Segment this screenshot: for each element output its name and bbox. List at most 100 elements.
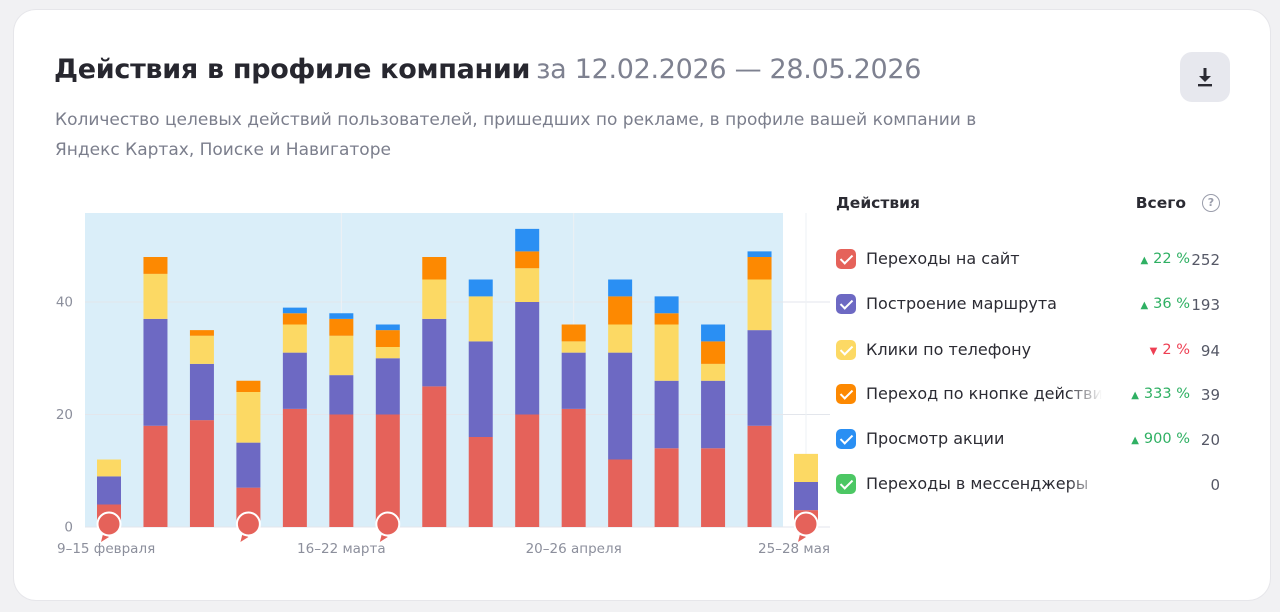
triangle-up-icon: ▲ — [1140, 300, 1149, 311]
bar-segment[interactable] — [422, 279, 447, 319]
bar-segment[interactable] — [189, 335, 214, 364]
bar-segment[interactable] — [189, 330, 214, 336]
bar-segment[interactable] — [794, 453, 818, 482]
page-title: Действия в профиле компании за 12.02.2026… — [54, 54, 921, 85]
legend-item[interactable]: Переход по кнопке действия ▲ 333 % 39 — [836, 381, 1220, 407]
series-checkbox[interactable] — [836, 474, 856, 494]
bar-segment[interactable] — [608, 279, 633, 297]
bar-segment[interactable] — [468, 279, 493, 297]
legend-item-total: 252 — [1191, 251, 1220, 269]
bar-segment[interactable] — [654, 380, 679, 449]
bar-segment[interactable] — [515, 228, 540, 252]
series-checkbox[interactable] — [836, 249, 856, 269]
bar-segment[interactable] — [747, 330, 772, 426]
bar-segment[interactable] — [375, 330, 400, 347]
bar-segment[interactable] — [608, 324, 633, 353]
change-up-badge: ▲ 36 % — [1140, 296, 1190, 312]
bar-segment[interactable] — [701, 448, 726, 527]
marker-circle — [235, 511, 261, 537]
change-value: 333 % — [1143, 386, 1190, 402]
bar-segment[interactable] — [654, 296, 679, 314]
x-tick-label: 9–15 февраля — [57, 541, 155, 557]
bar-segment[interactable] — [236, 380, 261, 392]
bar-segment[interactable] — [701, 341, 726, 364]
x-tick-label: 16–22 марта — [297, 541, 386, 557]
bar-segment[interactable] — [143, 257, 168, 274]
download-button[interactable] — [1180, 52, 1230, 102]
bar-segment[interactable] — [422, 257, 447, 280]
series-checkbox[interactable] — [836, 429, 856, 449]
bar-segment[interactable] — [282, 408, 307, 527]
bar-segment[interactable] — [282, 352, 307, 409]
bar-segment[interactable] — [561, 341, 586, 353]
bar-segment[interactable] — [747, 251, 772, 257]
bar-segment[interactable] — [794, 482, 818, 511]
bar-segment[interactable] — [747, 257, 772, 280]
bar-segment[interactable] — [654, 448, 679, 527]
bar-segment[interactable] — [561, 408, 586, 527]
bar-segment[interactable] — [608, 459, 633, 528]
bar-segment[interactable] — [97, 476, 121, 505]
event-marker[interactable] — [96, 511, 122, 543]
help-icon[interactable]: ? — [1202, 194, 1220, 212]
legend-item[interactable]: Просмотр акции ▲ 900 % 20 — [836, 426, 1220, 452]
bar-segment[interactable] — [143, 273, 168, 319]
bar-segment[interactable] — [282, 324, 307, 353]
bar-segment[interactable] — [422, 318, 447, 387]
legend-item[interactable]: Построение маршрута ▲ 36 % 193 — [836, 291, 1220, 317]
bar-segment[interactable] — [375, 414, 400, 528]
bar-segment[interactable] — [515, 302, 540, 415]
series-checkbox[interactable] — [836, 384, 856, 404]
bar-segment[interactable] — [515, 251, 540, 269]
legend-item-label: Построение маршрута — [866, 294, 1057, 313]
legend-item[interactable]: Переходы в мессенджеры 0 — [836, 471, 1220, 497]
legend-item[interactable]: Переходы на сайт ▲ 22 % 252 — [836, 246, 1220, 272]
series-checkbox[interactable] — [836, 294, 856, 314]
bar-segment[interactable] — [468, 341, 493, 437]
x-tick-label: 25–28 мая — [758, 541, 830, 557]
bar-segment[interactable] — [329, 414, 354, 528]
bar-segment[interactable] — [468, 296, 493, 342]
bar-segment[interactable] — [608, 352, 633, 460]
bar-segment[interactable] — [375, 347, 400, 359]
bar-segment[interactable] — [654, 324, 679, 381]
bar-segment[interactable] — [561, 352, 586, 409]
bar-segment[interactable] — [189, 420, 214, 527]
bar-segment[interactable] — [282, 307, 307, 314]
event-marker[interactable] — [793, 511, 819, 543]
legend-item-total: 39 — [1200, 386, 1220, 404]
bar-segment[interactable] — [189, 363, 214, 421]
bar-segment[interactable] — [701, 363, 726, 381]
bar-segment[interactable] — [654, 313, 679, 325]
bar-segment[interactable] — [422, 386, 447, 527]
change-up-badge: ▲ 900 % — [1131, 431, 1190, 447]
bar-segment[interactable] — [97, 459, 121, 477]
legend-item-label: Переходы на сайт — [866, 249, 1020, 268]
series-checkbox[interactable] — [836, 340, 856, 360]
event-marker[interactable] — [375, 511, 401, 543]
bar-segment[interactable] — [747, 425, 772, 527]
bar-segment[interactable] — [329, 335, 354, 376]
legend-item[interactable]: Клики по телефону ▼ 2 % 94 — [836, 337, 1220, 363]
event-marker[interactable] — [235, 511, 261, 543]
bar-segment[interactable] — [515, 414, 540, 528]
bar-segment[interactable] — [375, 358, 400, 415]
bar-segment[interactable] — [701, 380, 726, 449]
bar-segment[interactable] — [329, 313, 354, 319]
bar-segment[interactable] — [561, 324, 586, 342]
bar-segment[interactable] — [236, 442, 261, 488]
chart-subtitle: Количество целевых действий пользователе… — [55, 110, 977, 160]
bar-segment[interactable] — [608, 296, 633, 325]
bar-segment[interactable] — [515, 268, 540, 302]
bar-segment[interactable] — [747, 279, 772, 331]
bar-segment[interactable] — [468, 437, 493, 527]
bar-segment[interactable] — [143, 425, 168, 527]
bar-segment[interactable] — [282, 313, 307, 325]
bar-segment[interactable] — [329, 318, 354, 336]
bar-segment[interactable] — [329, 375, 354, 415]
bar-segment[interactable] — [143, 318, 168, 426]
bar-segment[interactable] — [701, 324, 726, 342]
bar-segment[interactable] — [375, 324, 400, 331]
bar-segment[interactable] — [236, 392, 261, 443]
